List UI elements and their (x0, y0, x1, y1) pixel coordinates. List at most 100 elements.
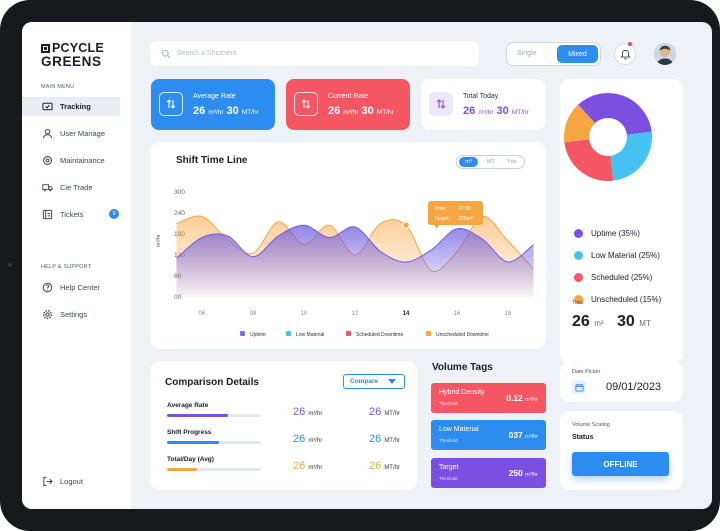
date-picker[interactable]: Date Picker 09/01/2023 (560, 362, 683, 402)
unit-option-yds[interactable]: Yds (507, 159, 517, 165)
bell-icon (620, 49, 630, 59)
swap-vertical-icon (429, 92, 453, 116)
stat-title: Average Rate (193, 93, 236, 100)
status-donut-chart (564, 93, 652, 181)
help-support-label: HELP & SUPPORT (41, 264, 92, 270)
total-value: 26 m³ 30 MT (572, 313, 651, 330)
volume-tag-card[interactable]: Low Material Theshold 037 m³/hr (431, 420, 546, 450)
tooltip-marker[interactable] (402, 221, 410, 229)
gear-icon (41, 309, 53, 321)
shift-timeline-panel: Shift Time Line m³ MT Yds m³/hr (150, 142, 546, 349)
sidebar-item-tracking[interactable]: Tracking (22, 97, 120, 116)
comparison-title: Comparison Details (165, 377, 259, 388)
unit-option-m3[interactable]: m³ (459, 157, 478, 167)
legend-dot (574, 229, 583, 238)
progress-fill (167, 414, 229, 417)
mode-toggle: Single Mixed (506, 42, 601, 66)
comparison-value: 26 m³/hr (293, 406, 323, 418)
donut-legend-label: Low Material (25%) (591, 251, 660, 260)
mode-mixed-option[interactable]: Mixed (557, 45, 598, 63)
stat-card-total-today: Total Today 26 m³/hr 30 MT/hr (421, 79, 545, 130)
total-label: Total (572, 300, 584, 306)
stat-value: 26 m³/hr 30 MT/hr (463, 105, 529, 117)
legend-label: Low Material (296, 332, 324, 338)
volume-tag-name: Hybrid Density (439, 389, 485, 396)
brand-line1: PCYCLE (52, 41, 104, 55)
sidebar-item-label: Maintainance (60, 156, 105, 165)
stat-value: 26 m³/hr 30 MT/hr (193, 105, 259, 117)
sidebar-item-help-center[interactable]: Help Center (22, 278, 120, 297)
logo-icon (41, 44, 50, 53)
donut-segment[interactable] (564, 104, 596, 143)
stat-card-average-rate: Average Rate 26 m³/hr 30 MT/hr (151, 79, 275, 130)
uptime-area (176, 225, 534, 297)
tickets-count-badge: 9 (109, 209, 119, 219)
sidebar-item-label: Tickets (60, 210, 84, 219)
donut-legend-label: Uptime (35%) (591, 229, 640, 238)
stat-value: 26 m³/hr 30 MT/hr (328, 105, 394, 117)
progress-fill (167, 441, 219, 444)
comparison-value: 26 m³/hr (293, 460, 323, 472)
dashboard-screen: PCYCLE GREENS MAIN MENU Tracking User Ma… (22, 22, 712, 509)
compare-dropdown[interactable]: Compare (343, 374, 405, 389)
legend-item: Uptime (240, 331, 266, 338)
chart-legend: Uptime Low Material Scheduled Downtime Unsc… (240, 331, 489, 338)
stat-card-current-rate: Current Rate 26 m³/hr 30 MT/hr (286, 79, 410, 130)
donut-hole (590, 119, 626, 155)
comparison-row-label: Shift Progress (167, 429, 212, 436)
avatar[interactable] (654, 43, 676, 65)
volume-tag-sub: Theshold (439, 438, 458, 443)
legend-label: Unscheduled Downtime (436, 332, 489, 338)
search-input[interactable]: Search a Shipment (150, 41, 479, 66)
donut-segment[interactable] (578, 93, 652, 135)
x-tick-label: 14 (403, 311, 410, 317)
donut-segment[interactable] (610, 131, 652, 181)
legend-swatch (426, 331, 431, 336)
sidebar-item-maintainance[interactable]: Maintainance (22, 151, 120, 170)
svg-text:07:00: 07:00 (458, 206, 471, 212)
volume-scaling-panel: Volume Scaling Status OFFLINE (560, 411, 683, 490)
progress-bar (167, 414, 261, 417)
volume-tag-card[interactable]: Hybrid Density Theshold 0.12 m³/hr (431, 383, 546, 413)
logout-button[interactable]: Logout (22, 472, 120, 491)
legend-swatch (240, 331, 245, 336)
comparison-value: 26 MT/hr (369, 460, 400, 472)
x-tick-label: 10 (301, 311, 308, 317)
date-value: 09/01/2023 (606, 381, 662, 393)
search-placeholder: Search a Shipment (177, 50, 237, 57)
donut-legend-item: Low Material (25%) (574, 251, 660, 260)
y-tick-label: 00 (174, 294, 182, 301)
y-tick-label: 240 (174, 210, 185, 217)
tickets-icon (41, 209, 53, 221)
y-tick-label: 300 (174, 189, 185, 196)
volume-tag-value: 0.12 m³/hr (506, 393, 538, 403)
calendar-icon (572, 380, 586, 394)
sidebar-item-user-manage[interactable]: User Manage (22, 124, 120, 143)
volume-tag-card[interactable]: Target Theshold 250 m³/hr (431, 458, 546, 488)
sidebar-item-cie-trade[interactable]: Cie Trade (22, 178, 120, 197)
x-tick-label: 06 (199, 311, 206, 317)
progress-fill (167, 468, 198, 471)
sidebar-item-tickets[interactable]: Tickets 9 (22, 205, 120, 224)
svg-text:200m³: 200m³ (458, 216, 473, 222)
donut-segment[interactable] (564, 139, 614, 181)
sidebar-item-settings[interactable]: Settings (22, 305, 120, 324)
volume-tag-name: Target (439, 464, 459, 471)
mode-single-option[interactable]: Single (517, 50, 537, 57)
search-icon (161, 49, 171, 58)
user-icon (41, 128, 53, 140)
status-donut-panel: Uptime (35%) Low Material (25%) Scheduled … (560, 79, 683, 364)
sidebar: PCYCLE GREENS MAIN MENU Tracking User Ma… (22, 22, 131, 509)
truck-icon (41, 182, 53, 194)
volume-tag-sub: Theshold (439, 401, 458, 406)
sidebar-item-label: Settings (60, 310, 88, 319)
offline-status-button[interactable]: OFFLINE (572, 452, 669, 476)
user-avatar-icon (654, 43, 676, 65)
donut-legend-item: Scheduled (25%) (574, 273, 652, 282)
notification-button[interactable] (614, 43, 636, 65)
sidebar-item-label: Cie Trade (60, 183, 93, 192)
compare-dropdown-label: Compare (350, 378, 379, 385)
x-tick-label: 18 (505, 311, 512, 317)
unit-option-mt[interactable]: MT (487, 159, 495, 165)
